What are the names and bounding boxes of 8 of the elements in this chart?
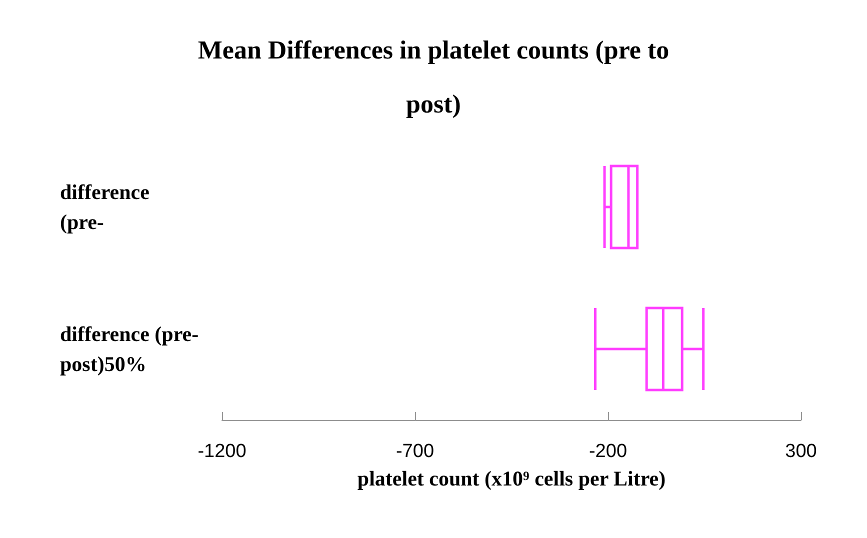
x-tick-label: -700 [396, 441, 434, 462]
y-tick-label: difference (pre- post)50% [60, 322, 199, 376]
x-axis-title: platelet count (x10⁹ cells per Litre) [357, 466, 666, 490]
x-tick-label: 300 [785, 441, 817, 462]
y-tick-label: difference (pre- [60, 180, 150, 234]
x-tick-label: -200 [588, 441, 628, 462]
chart-title: Mean Differences in platelet counts (pre to post) [198, 36, 670, 118]
x-tick-label: -1200 [198, 441, 246, 462]
